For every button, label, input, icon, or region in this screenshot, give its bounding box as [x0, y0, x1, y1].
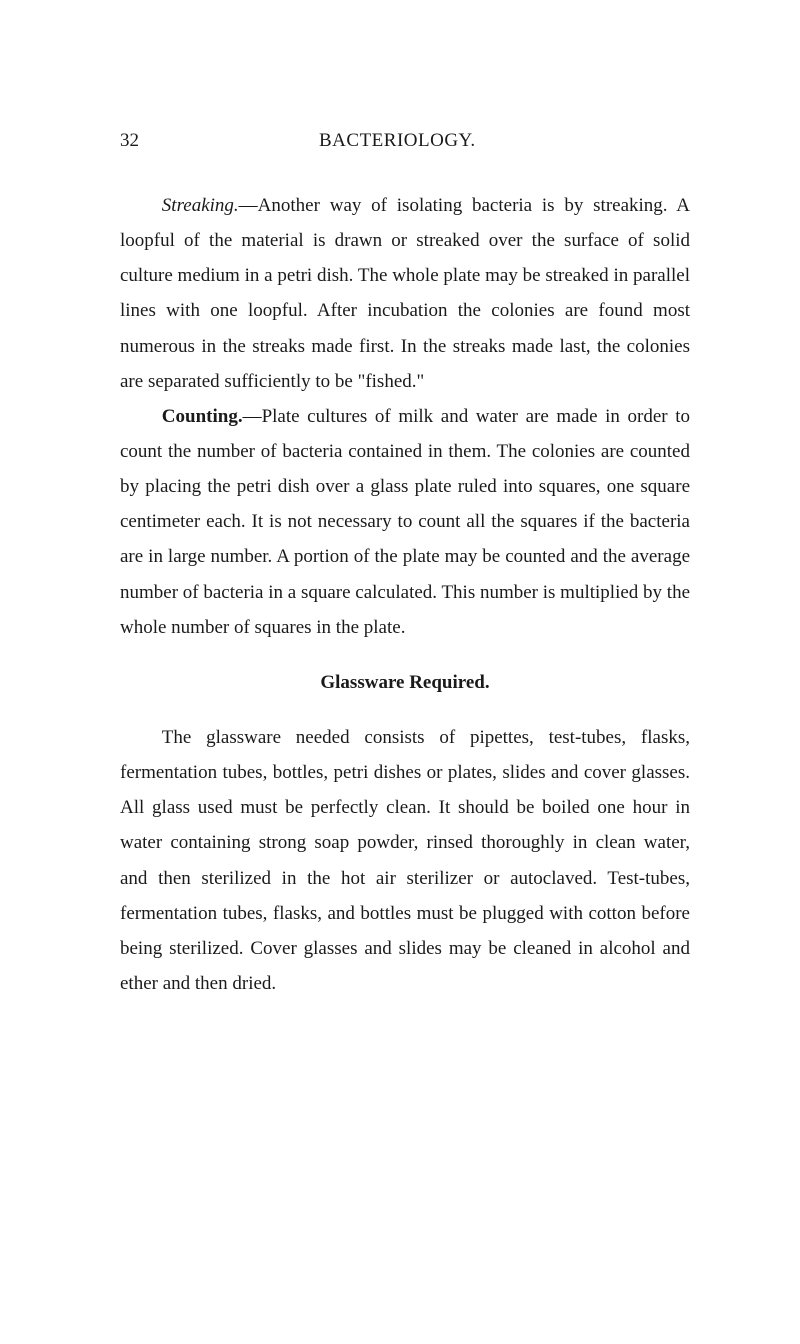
page-number: 32 — [120, 130, 139, 152]
running-title: BACTERIOLOGY. — [319, 130, 476, 152]
body-text: Streaking.—Another way of isolating bact… — [120, 188, 690, 1001]
page-container: 32 BACTERIOLOGY. Streaking.—Another way … — [0, 0, 800, 1081]
page-header: 32 BACTERIOLOGY. — [120, 130, 690, 152]
lead-term-streaking: Streaking. — [162, 195, 239, 216]
paragraph-streaking-body: —Another way of isolating bacteria is by… — [120, 195, 690, 392]
paragraph-glassware: The glassware needed consists of pipette… — [120, 720, 690, 1001]
section-heading-glassware: Glassware Required. — [120, 665, 690, 700]
paragraph-glassware-body: The glassware needed consists of pipette… — [120, 727, 690, 994]
paragraph-counting: Counting.—Plate cultures of milk and wat… — [120, 399, 690, 645]
lead-term-counting: Counting. — [162, 406, 243, 427]
paragraph-counting-body: —Plate cultures of milk and water are ma… — [120, 406, 690, 638]
paragraph-streaking: Streaking.—Another way of isolating bact… — [120, 188, 690, 399]
